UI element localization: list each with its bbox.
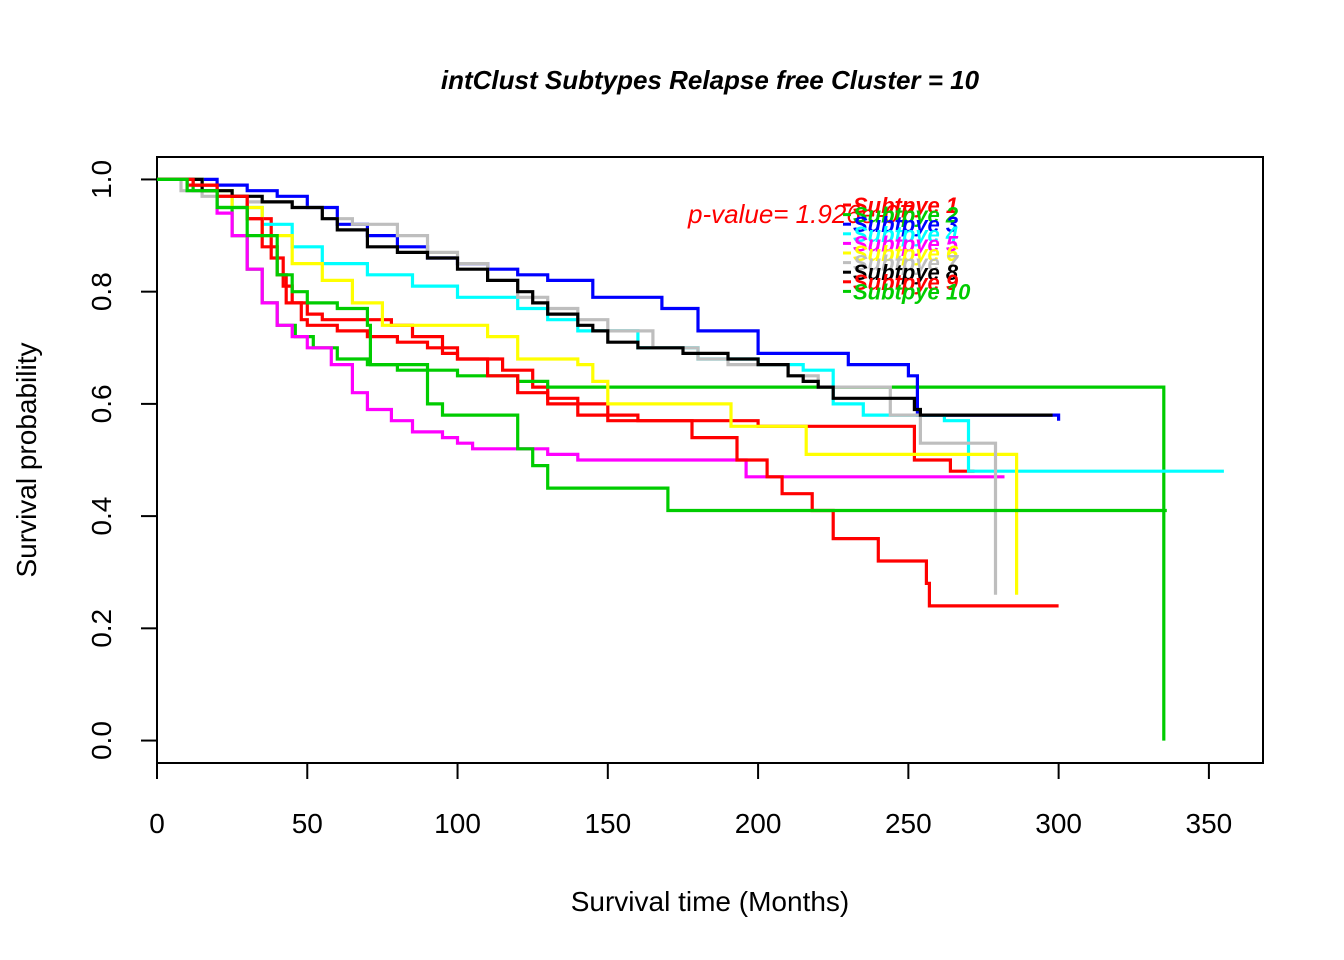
x-tick-label: 100 xyxy=(434,808,481,839)
legend-label: Subtpye 1 xyxy=(853,193,958,218)
series-line-subtype-4 xyxy=(157,177,1224,473)
series-line-subtype-8 xyxy=(157,177,1053,417)
legend-label: Subtpye 4 xyxy=(853,222,958,247)
series-line-subtype-10 xyxy=(157,177,1167,513)
y-tick-label: 0.8 xyxy=(86,272,117,311)
legend-label: Subtpye 6 xyxy=(853,241,959,266)
x-tick-label: 200 xyxy=(735,808,782,839)
series-line-subtype-5 xyxy=(157,177,1005,479)
y-tick-label: 0.4 xyxy=(86,497,117,536)
legend-label: Subtpye 7 xyxy=(853,251,960,276)
series-line-subtype-1 xyxy=(157,177,975,473)
x-tick-label: 0 xyxy=(149,808,165,839)
x-tick-label: 350 xyxy=(1186,808,1233,839)
legend-label: Subtpye 5 xyxy=(853,231,959,256)
y-axis-label: Survival probability xyxy=(11,343,42,578)
p-value-annotation: p-value= 1.926e-07 xyxy=(687,199,914,229)
legend-label: Subtpye 3 xyxy=(853,212,958,237)
legend-label: Subtpye 10 xyxy=(853,279,971,304)
y-axis: 0.0 0.2 0.4 0.6 0.8 1.0 xyxy=(86,160,158,760)
legend-label: Subtpye 8 xyxy=(853,260,959,285)
legend-label: Subtpye 9 xyxy=(853,270,959,295)
series-group xyxy=(157,177,1224,741)
chart-title: intClust Subtypes Relapse free Cluster =… xyxy=(441,65,980,95)
x-axis: 0 50 100 150 200 250 300 350 xyxy=(149,762,1233,839)
x-tick-label: 50 xyxy=(292,808,323,839)
legend-label: Subtpye 2 xyxy=(853,203,959,228)
y-tick-label: 1.0 xyxy=(86,160,117,199)
x-tick-label: 250 xyxy=(885,808,932,839)
y-tick-label: 0.2 xyxy=(86,609,117,648)
y-tick-label: 0.0 xyxy=(86,721,117,760)
x-tick-label: 300 xyxy=(1035,808,1082,839)
x-axis-label: Survival time (Months) xyxy=(571,886,850,917)
x-tick-label: 150 xyxy=(584,808,631,839)
y-tick-label: 0.6 xyxy=(86,384,117,423)
